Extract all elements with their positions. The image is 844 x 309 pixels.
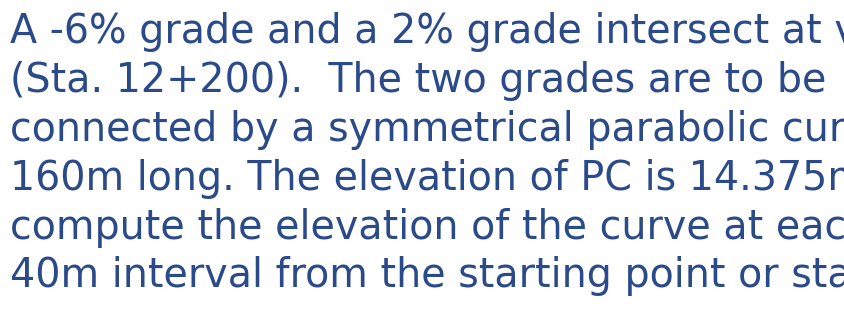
Text: A -6% grade and a 2% grade intersect at vertex: A -6% grade and a 2% grade intersect at … (10, 12, 844, 52)
Text: connected by a symmetrical parabolic curve,: connected by a symmetrical parabolic cur… (10, 110, 844, 150)
Text: 160m long. The elevation of PC is 14.375m,: 160m long. The elevation of PC is 14.375… (10, 159, 844, 199)
Text: (Sta. 12+200).  The two grades are to be: (Sta. 12+200). The two grades are to be (10, 61, 826, 101)
Text: 40m interval from the starting point or station.: 40m interval from the starting point or … (10, 256, 844, 296)
Text: compute the elevation of the curve at each: compute the elevation of the curve at ea… (10, 208, 844, 248)
